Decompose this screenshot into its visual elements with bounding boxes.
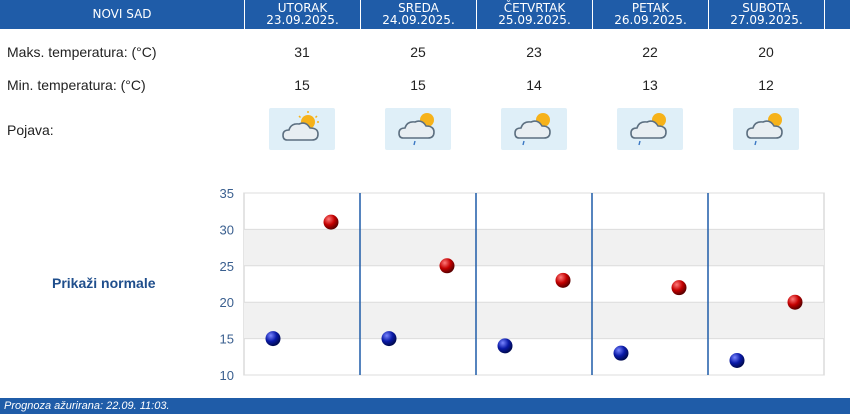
day-header-2: SREDA 24.09.2025. (360, 0, 476, 29)
max-temp-label: Maks. temperatura: (°C) (7, 44, 157, 60)
max-temp-value: 20 (758, 44, 774, 60)
day-name: ČETVRTAK (503, 1, 566, 15)
min-temp-point (729, 352, 745, 368)
max-temp-value: 25 (410, 44, 426, 60)
data-points (265, 214, 803, 368)
day-name: SREDA (398, 1, 439, 15)
y-tick-label: 30 (220, 222, 234, 237)
phenomenon-label: Pojava: (7, 122, 54, 138)
min-temp-value: 15 (294, 77, 310, 93)
grid-bands (243, 192, 825, 376)
day-header-4: PETAK 26.09.2025. (592, 0, 708, 29)
header-spacer (824, 0, 850, 29)
min-temp-point (613, 345, 629, 361)
forecast-header: NOVI SAD UTORAK 23.09.2025. SREDA 24.09.… (0, 0, 850, 30)
day-date: 25.09.2025. (498, 13, 571, 27)
day-header-5: SUBOTA 27.09.2025. (708, 0, 824, 29)
max-temp-point (787, 294, 803, 310)
day-header-3: ČETVRTAK 25.09.2025. (476, 0, 592, 29)
min-temp-value: 12 (758, 77, 774, 93)
y-tick-label: 15 (220, 332, 234, 347)
day-name: UTORAK (277, 1, 328, 15)
y-tick-label: 20 (220, 295, 234, 310)
update-timestamp: Prognoza ažurirana: 22.09. 11:03. (4, 400, 170, 412)
day-name: PETAK (631, 1, 670, 15)
max-temp-point (555, 272, 571, 288)
max-temp-point (439, 258, 455, 274)
cloud-sun-drizzle-icon (385, 108, 451, 150)
cloud-sun-drizzle-icon (501, 108, 567, 150)
show-normals-link[interactable]: Prikaži normale (52, 275, 156, 291)
max-temp-point (323, 214, 339, 230)
min-temp-value: 14 (526, 77, 542, 93)
min-temp-value: 13 (642, 77, 658, 93)
temperature-chart: 10 15 20 25 30 35 (220, 186, 825, 383)
y-tick-label: 25 (220, 259, 234, 274)
min-temp-label: Min. temperatura: (°C) (7, 77, 146, 93)
max-temp-point (671, 280, 687, 296)
day-name: SUBOTA (742, 1, 791, 15)
day-date: 23.09.2025. (266, 13, 339, 27)
grid-band (244, 229, 824, 266)
day-header-1: UTORAK 23.09.2025. (244, 0, 360, 29)
update-footer: Prognoza ažurirana: 22.09. 11:03. (0, 398, 850, 414)
day-date: 27.09.2025. (730, 13, 803, 27)
partly-cloudy-icon (269, 108, 335, 150)
max-temp-value: 31 (294, 44, 310, 60)
min-temp-value: 15 (410, 77, 426, 93)
cloud-sun-drizzle-icon (733, 108, 799, 150)
y-axis-ticks: 10 15 20 25 30 35 (220, 186, 234, 383)
city-name: NOVI SAD (92, 7, 152, 21)
day-date: 24.09.2025. (382, 13, 455, 27)
y-tick-label: 10 (220, 368, 234, 383)
cloud-sun-drizzle-icon (617, 108, 683, 150)
y-tick-label: 35 (220, 186, 234, 201)
max-temp-value: 23 (526, 44, 542, 60)
min-temp-point (265, 331, 281, 347)
day-date: 26.09.2025. (614, 13, 687, 27)
min-temp-point (381, 331, 397, 347)
grid-band (244, 302, 824, 339)
max-temp-value: 22 (642, 44, 658, 60)
min-temp-point (497, 338, 513, 354)
